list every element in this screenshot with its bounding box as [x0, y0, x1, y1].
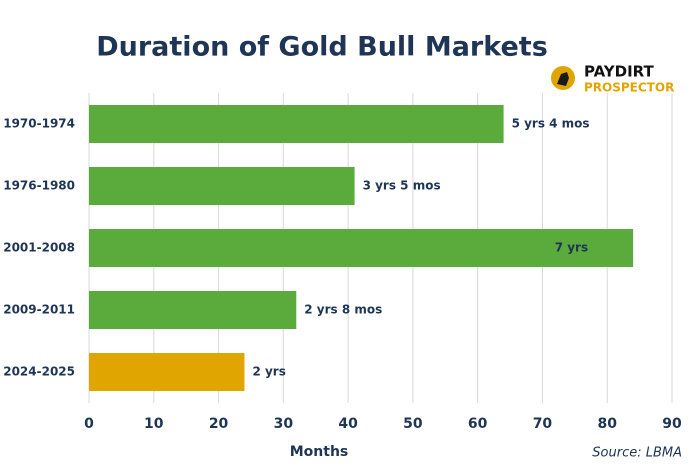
y-tick-label: 2024-2025 — [3, 365, 75, 379]
x-tick-label: 20 — [209, 416, 229, 432]
x-tick-label: 70 — [533, 416, 553, 432]
y-tick-label: 1970-1974 — [3, 117, 75, 131]
x-tick-label: 90 — [662, 416, 682, 432]
logo-text: PAYDIRT — [584, 63, 655, 81]
y-tick-label: 2009-2011 — [3, 303, 75, 317]
x-tick-label: 30 — [274, 416, 294, 432]
bar — [89, 353, 245, 391]
logo: PAYDIRT PROSPECTOR — [551, 63, 674, 95]
logo-text: PROSPECTOR — [584, 81, 674, 95]
x-tick-label: 80 — [597, 416, 617, 432]
x-tick-label: 60 — [468, 416, 488, 432]
x-tick-label: 10 — [144, 416, 164, 432]
logo-miner — [557, 72, 569, 86]
value-label: 2 yrs — [252, 365, 285, 379]
bar — [89, 291, 297, 329]
value-label: 7 yrs — [555, 241, 588, 255]
x-axis-label: Months — [290, 444, 349, 460]
source-note: Source: LBMA — [592, 446, 682, 461]
value-label: 3 yrs 5 mos — [363, 179, 441, 193]
y-tick-label: 2001-2008 — [3, 241, 75, 255]
bar — [89, 105, 504, 143]
value-label: 5 yrs 4 mos — [512, 117, 590, 131]
bar — [89, 167, 355, 205]
value-label: 2 yrs 8 mos — [304, 303, 382, 317]
y-tick-label: 1976-1980 — [3, 179, 75, 193]
x-tick-label: 50 — [403, 416, 423, 432]
chart-title: Duration of Gold Bull Markets — [96, 32, 548, 63]
x-tick-label: 40 — [338, 416, 358, 432]
x-tick-label: 0 — [84, 416, 94, 432]
bar — [89, 229, 634, 267]
